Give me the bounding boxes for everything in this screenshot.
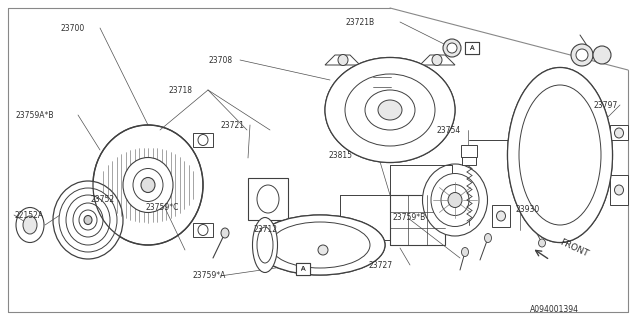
Text: 23708: 23708 [208, 55, 232, 65]
Text: 23752: 23752 [90, 196, 114, 204]
Text: 23754: 23754 [436, 125, 460, 134]
Text: A: A [470, 45, 474, 51]
Ellipse shape [255, 215, 385, 275]
Text: 23727: 23727 [368, 260, 392, 269]
Ellipse shape [257, 185, 279, 213]
Ellipse shape [443, 39, 461, 57]
Ellipse shape [448, 193, 462, 207]
Ellipse shape [576, 49, 588, 61]
Ellipse shape [431, 173, 479, 227]
Ellipse shape [318, 245, 328, 255]
Ellipse shape [141, 178, 155, 193]
Bar [248, 178, 288, 220]
Text: 23797: 23797 [594, 100, 618, 109]
Polygon shape [325, 55, 360, 65]
Text: 23759*A: 23759*A [192, 271, 225, 281]
Text: 23721B: 23721B [345, 18, 374, 27]
Bar [296, 263, 310, 275]
Ellipse shape [16, 207, 44, 243]
Bar [368, 72, 396, 94]
Ellipse shape [441, 185, 469, 215]
Ellipse shape [53, 181, 123, 259]
Ellipse shape [270, 222, 370, 268]
Ellipse shape [270, 224, 360, 266]
Text: 23815: 23815 [328, 150, 352, 159]
Text: A: A [301, 267, 305, 271]
Text: 23712: 23712 [253, 226, 277, 235]
Text: 23759*C: 23759*C [145, 204, 179, 212]
Polygon shape [610, 175, 628, 205]
Ellipse shape [614, 128, 623, 138]
Polygon shape [193, 223, 213, 237]
Ellipse shape [432, 54, 442, 66]
Polygon shape [420, 55, 455, 65]
Text: A094001394: A094001394 [530, 306, 579, 315]
Ellipse shape [73, 203, 103, 237]
Text: 23759*B: 23759*B [392, 213, 425, 222]
Ellipse shape [338, 54, 348, 66]
Text: 23759A*B: 23759A*B [15, 110, 54, 119]
Ellipse shape [123, 157, 173, 212]
Ellipse shape [253, 218, 278, 273]
Polygon shape [193, 133, 213, 147]
Ellipse shape [257, 227, 273, 263]
Ellipse shape [461, 247, 468, 257]
Ellipse shape [23, 216, 37, 234]
Ellipse shape [538, 239, 545, 247]
Bar [465, 42, 479, 54]
Ellipse shape [198, 134, 208, 146]
Ellipse shape [66, 195, 110, 245]
Bar [462, 155, 476, 165]
Text: 23700: 23700 [60, 23, 84, 33]
Ellipse shape [133, 169, 163, 202]
Text: 22152A: 22152A [14, 211, 43, 220]
Ellipse shape [59, 188, 117, 252]
Ellipse shape [593, 46, 611, 64]
Polygon shape [492, 205, 510, 227]
Ellipse shape [79, 210, 97, 230]
Ellipse shape [508, 68, 612, 243]
Text: 23721: 23721 [220, 121, 244, 130]
Bar [461, 145, 477, 157]
Text: 23718: 23718 [168, 85, 192, 94]
Ellipse shape [508, 68, 612, 243]
Ellipse shape [325, 58, 455, 163]
Text: A: A [470, 45, 474, 51]
Bar [296, 263, 310, 275]
Bar [390, 195, 445, 245]
Ellipse shape [93, 125, 203, 245]
Ellipse shape [571, 44, 593, 66]
Ellipse shape [84, 215, 92, 225]
Ellipse shape [447, 43, 457, 53]
Text: FRONT: FRONT [558, 237, 589, 259]
Ellipse shape [221, 228, 229, 238]
Ellipse shape [378, 100, 402, 120]
Ellipse shape [255, 215, 385, 275]
Ellipse shape [422, 164, 488, 236]
Text: A: A [301, 266, 305, 272]
Ellipse shape [365, 90, 415, 130]
Ellipse shape [519, 85, 601, 225]
Ellipse shape [198, 225, 208, 236]
Bar [465, 42, 479, 54]
Ellipse shape [497, 211, 506, 221]
Ellipse shape [484, 234, 492, 243]
Text: 23930: 23930 [515, 205, 540, 214]
Ellipse shape [270, 222, 370, 268]
Ellipse shape [325, 58, 455, 163]
Ellipse shape [614, 185, 623, 195]
Ellipse shape [519, 85, 601, 225]
Polygon shape [610, 125, 628, 140]
Ellipse shape [345, 74, 435, 146]
